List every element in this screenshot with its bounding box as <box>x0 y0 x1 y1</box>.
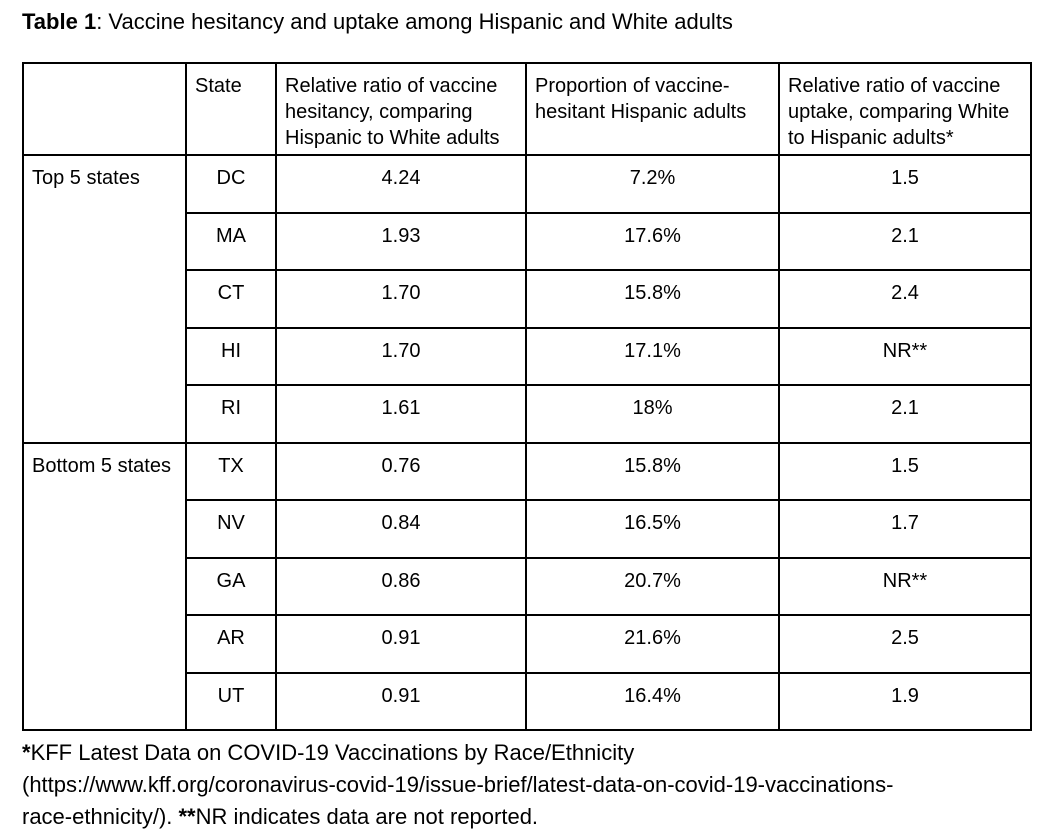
uptake-cell: 2.1 <box>778 384 1032 444</box>
uptake-cell: 2.1 <box>778 211 1032 271</box>
footnote-double-asterisk: ** <box>178 804 196 829</box>
footnote-url-text: (https://www.kff.org/coronavirus-covid-1… <box>22 772 894 797</box>
state-cell: AR <box>185 614 277 674</box>
vaccine-table: State Relative ratio of vaccine hesitanc… <box>22 62 1032 731</box>
proportion-cell: 18% <box>525 384 780 444</box>
uptake-cell: NR** <box>778 326 1032 386</box>
proportion-cell: 20.7% <box>525 556 780 616</box>
footnote-asterisk: * <box>22 740 31 765</box>
header-proportion: Proportion of vaccine-hesitant Hispanic … <box>525 62 780 156</box>
header-state: State <box>185 62 277 156</box>
hesitancy-cell: 0.91 <box>275 671 527 731</box>
state-cell: UT <box>185 671 277 731</box>
table-row: RI 1.61 18% 2.1 <box>23 384 1032 444</box>
state-cell: CT <box>185 269 277 329</box>
state-cell: TX <box>185 441 277 501</box>
footnote-url-end-text: race-ethnicity/). <box>22 804 179 829</box>
footnote-source-text: KFF Latest Data on COVID-19 Vaccinations… <box>30 740 635 765</box>
table-row: GA 0.86 20.7% NR** <box>23 556 1032 616</box>
footnote: *KFF Latest Data on COVID-19 Vaccination… <box>22 737 1042 833</box>
uptake-cell: NR** <box>778 556 1032 616</box>
uptake-cell: 2.4 <box>778 269 1032 329</box>
uptake-cell: 1.7 <box>778 499 1032 559</box>
state-cell: RI <box>185 384 277 444</box>
state-cell: GA <box>185 556 277 616</box>
hesitancy-cell: 1.93 <box>275 211 527 271</box>
proportion-cell: 17.6% <box>525 211 780 271</box>
proportion-cell: 7.2% <box>525 154 780 214</box>
table-row: Bottom 5 states TX 0.76 15.8% 1.5 <box>22 441 1032 731</box>
table-row: CT 1.70 15.8% 2.4 <box>23 269 1032 329</box>
state-cell: DC <box>185 154 277 214</box>
proportion-cell: 16.5% <box>525 499 780 559</box>
footnote-nr-text: NR indicates data are not reported. <box>195 804 539 829</box>
state-cell: MA <box>185 211 277 271</box>
table-row: Top 5 states DC 4.24 7.2% 1.5 <box>22 154 1032 444</box>
header-group <box>22 62 187 156</box>
proportion-cell: 15.8% <box>525 441 780 501</box>
proportion-cell: 16.4% <box>525 671 780 731</box>
proportion-cell: 21.6% <box>525 614 780 674</box>
table-title: Table 1: Vaccine hesitancy and uptake am… <box>22 8 1042 36</box>
table-title-label: Table 1 <box>22 9 97 34</box>
hesitancy-cell: 0.86 <box>275 556 527 616</box>
header-row: State Relative ratio of vaccine hesitanc… <box>22 62 1032 156</box>
proportion-cell: 15.8% <box>525 269 780 329</box>
hesitancy-cell: 4.24 <box>275 154 527 214</box>
table-title-text: : Vaccine hesitancy and uptake among His… <box>96 9 733 34</box>
table-row: UT 0.91 16.4% 1.9 <box>23 671 1032 731</box>
uptake-cell: 1.9 <box>778 671 1032 731</box>
group-label-bottom5: Bottom 5 states <box>22 441 187 731</box>
state-cell: HI <box>185 326 277 386</box>
table-row: HI 1.70 17.1% NR** <box>23 326 1032 386</box>
uptake-cell: 1.5 <box>778 441 1032 501</box>
hesitancy-cell: 0.91 <box>275 614 527 674</box>
table-row: MA 1.93 17.6% 2.1 <box>23 211 1032 271</box>
hesitancy-cell: 1.70 <box>275 326 527 386</box>
hesitancy-cell: 0.76 <box>275 441 527 501</box>
header-hesitancy-ratio: Relative ratio of vaccine hesitancy, com… <box>275 62 527 156</box>
hesitancy-cell: 1.61 <box>275 384 527 444</box>
table-row: AR 0.91 21.6% 2.5 <box>23 614 1032 674</box>
group-label-top5: Top 5 states <box>22 154 187 444</box>
state-cell: NV <box>185 499 277 559</box>
hesitancy-cell: 0.84 <box>275 499 527 559</box>
uptake-cell: 2.5 <box>778 614 1032 674</box>
hesitancy-cell: 1.70 <box>275 269 527 329</box>
header-uptake-ratio: Relative ratio of vaccine uptake, compar… <box>778 62 1032 156</box>
proportion-cell: 17.1% <box>525 326 780 386</box>
uptake-cell: 1.5 <box>778 154 1032 214</box>
table-row: NV 0.84 16.5% 1.7 <box>23 499 1032 559</box>
